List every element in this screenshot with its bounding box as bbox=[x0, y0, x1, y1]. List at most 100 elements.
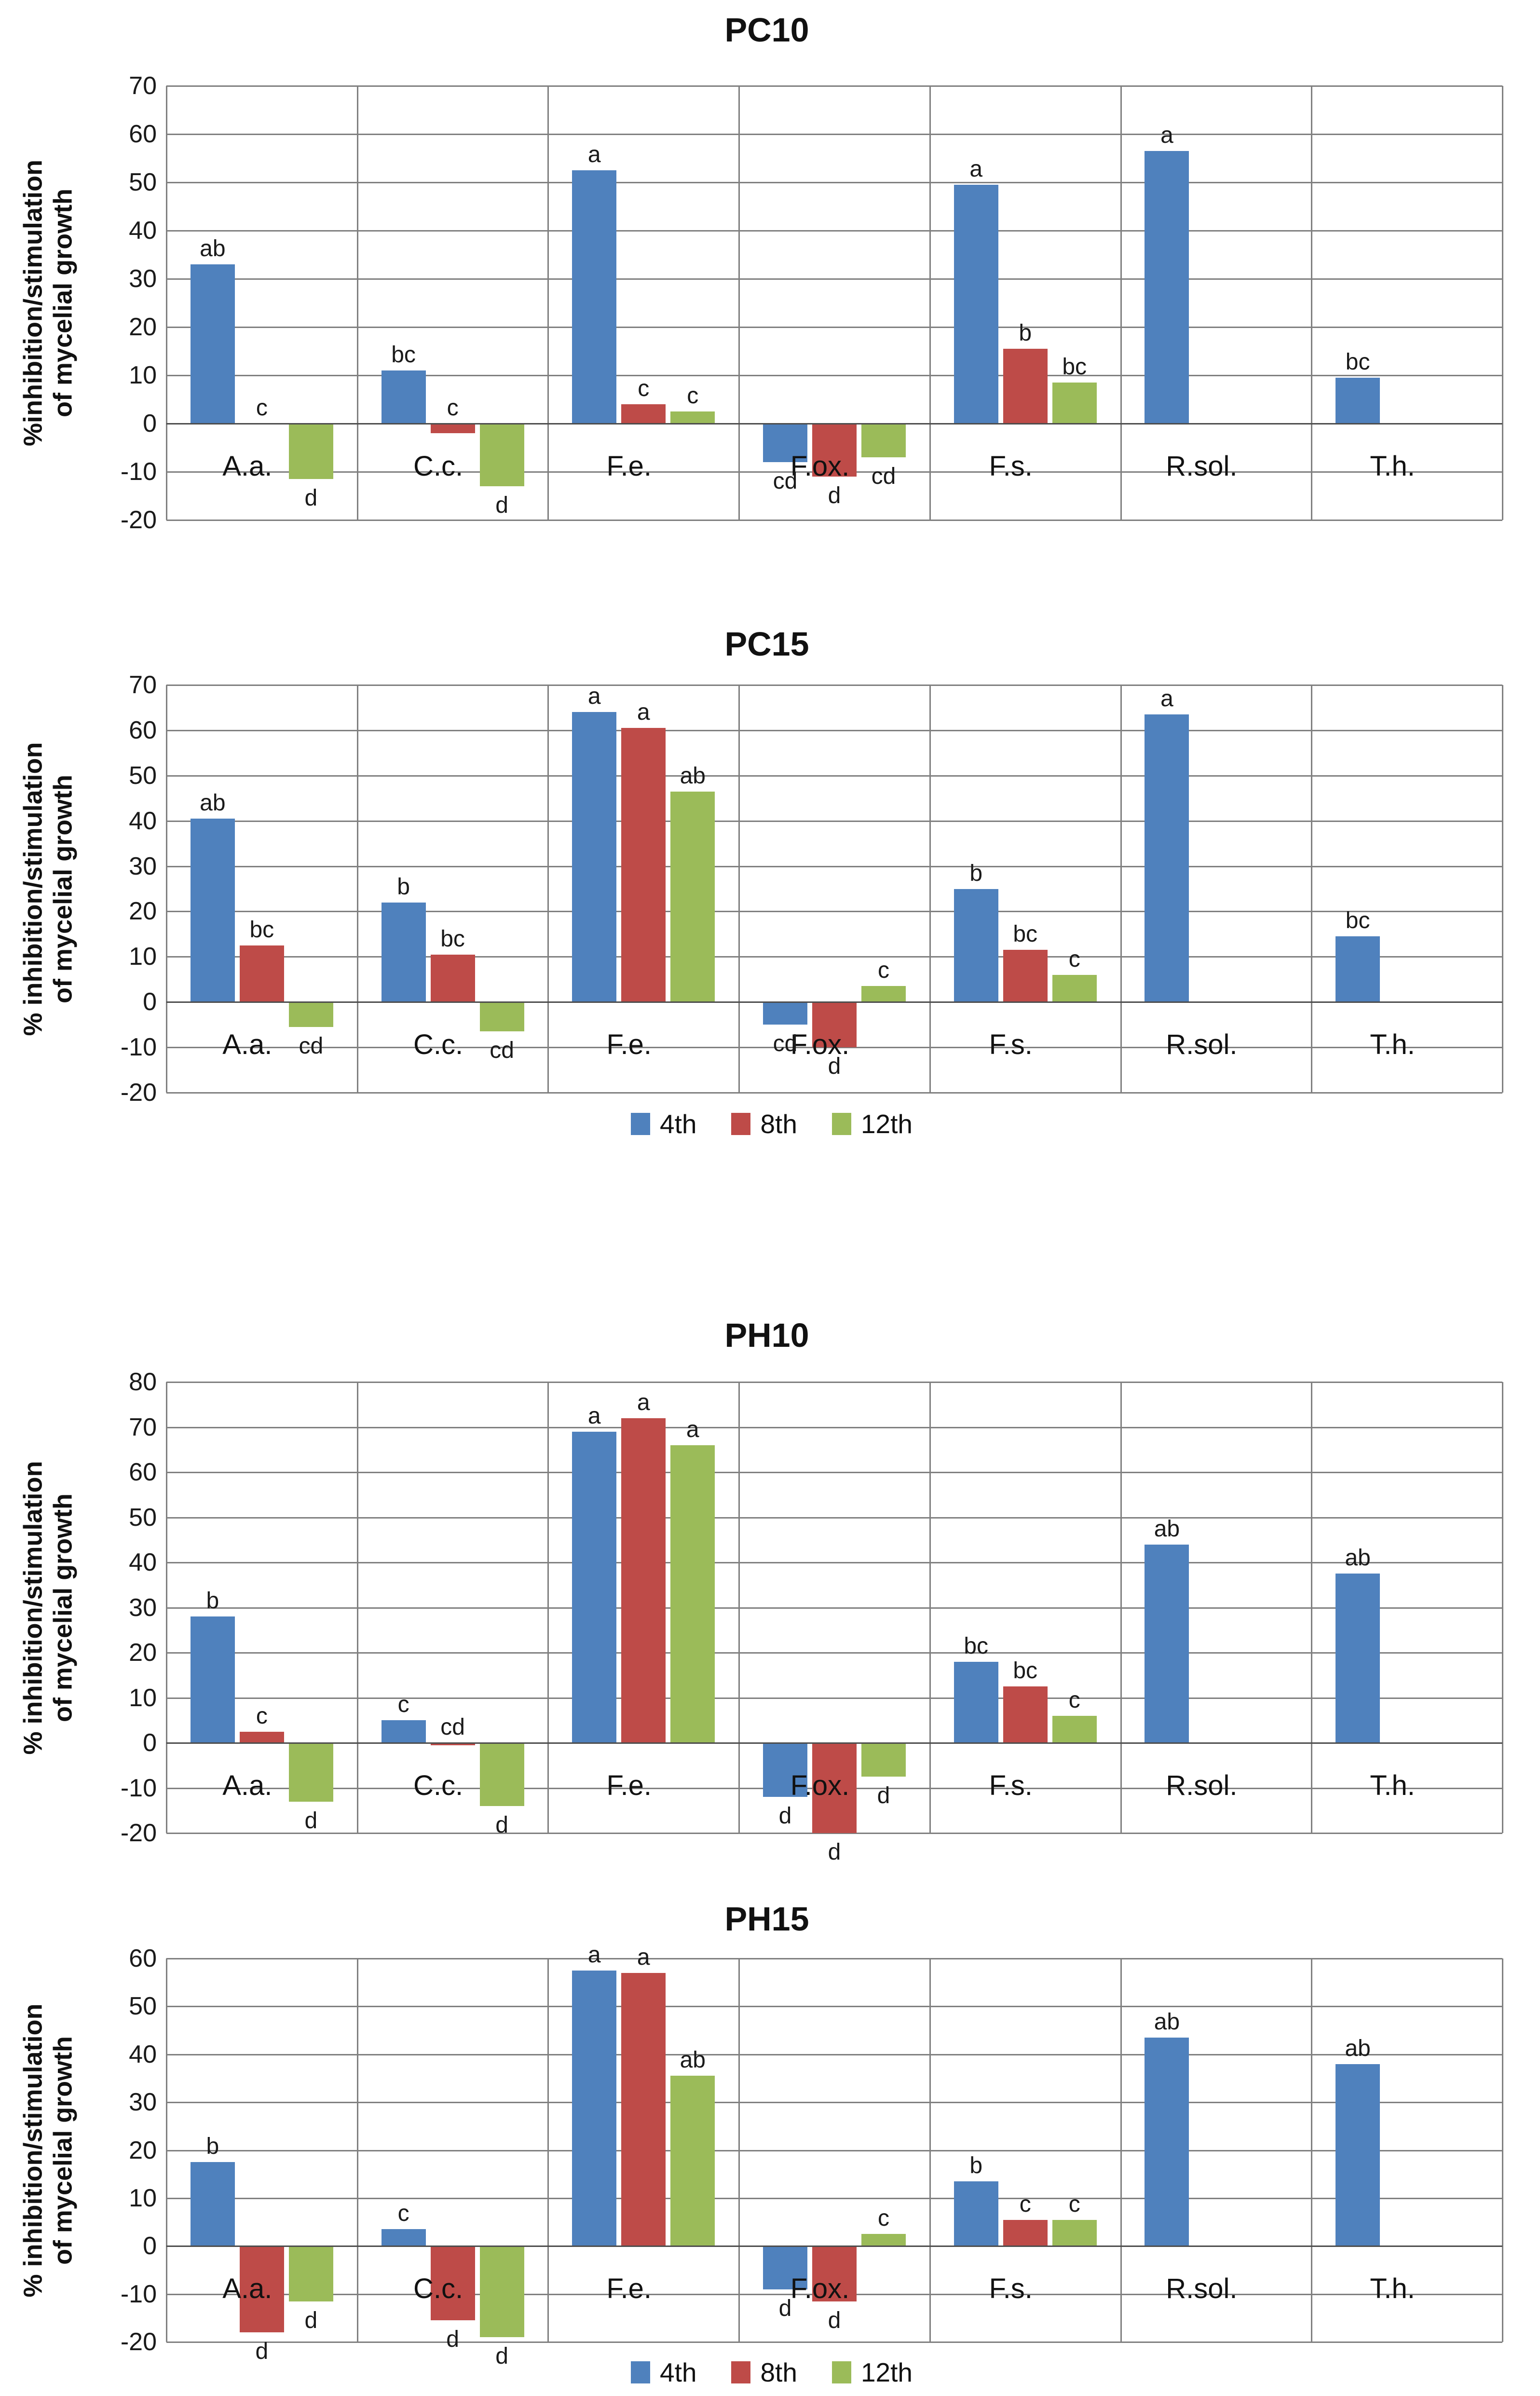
zero-axis-line bbox=[166, 2245, 1502, 2247]
bar-ph15-Aa-8th bbox=[239, 2246, 284, 2333]
bar-pc10-Th-4th bbox=[1336, 378, 1380, 424]
gridline bbox=[166, 1697, 1502, 1699]
y-tick-label: 60 bbox=[129, 120, 157, 148]
bar-pc10-Fe-4th bbox=[572, 170, 617, 424]
significance-letter: bc bbox=[1345, 349, 1370, 375]
x-category-label: F.ox. bbox=[790, 2273, 850, 2305]
x-category-label: F.e. bbox=[606, 1029, 652, 1061]
gridline bbox=[166, 729, 1502, 731]
category-separator bbox=[738, 1382, 740, 1833]
category-separator bbox=[1311, 1958, 1312, 2342]
y-tick-label: 0 bbox=[143, 410, 157, 438]
legend-label: 4th bbox=[660, 1109, 697, 1139]
significance-letter: bc bbox=[964, 1633, 989, 1659]
chart-title-pc15: PC15 bbox=[724, 625, 809, 663]
significance-letter: c bbox=[1068, 946, 1080, 972]
bar-ph10-Fe-4th bbox=[572, 1431, 617, 1743]
x-category-label: A.a. bbox=[222, 2273, 273, 2305]
bar-pc15-Cc-12th bbox=[479, 1002, 524, 1032]
bar-pc15-Fs-4th bbox=[954, 889, 998, 1002]
y-tick-label: 80 bbox=[129, 1368, 157, 1396]
legend: 4th 8th 12th bbox=[104, 2357, 1440, 2388]
category-separator bbox=[1502, 1382, 1503, 1833]
gridline bbox=[166, 2102, 1502, 2104]
significance-letter: c bbox=[638, 376, 650, 401]
gridline bbox=[166, 1833, 1502, 1834]
x-category-label: F.ox. bbox=[790, 451, 850, 482]
category-separator bbox=[547, 1958, 549, 2342]
gridline bbox=[166, 1047, 1502, 1049]
gridline bbox=[166, 820, 1502, 822]
significance-letter: bc bbox=[1062, 354, 1087, 380]
significance-letter: ab bbox=[1154, 1516, 1180, 1542]
gridline bbox=[166, 85, 1502, 87]
legend-label: 8th bbox=[760, 2357, 797, 2387]
bar-ph15-Fe-12th bbox=[670, 2076, 715, 2246]
category-separator bbox=[1120, 1382, 1122, 1833]
gridline bbox=[166, 956, 1502, 958]
gridline bbox=[166, 230, 1502, 232]
x-category-label: A.a. bbox=[222, 1029, 273, 1061]
x-category-label: F.ox. bbox=[790, 1029, 850, 1061]
y-tick-label: 50 bbox=[129, 761, 157, 790]
category-separator bbox=[738, 86, 740, 520]
y-tick-label: 60 bbox=[129, 1458, 157, 1486]
significance-letter: ab bbox=[200, 236, 226, 261]
x-category-label: A.a. bbox=[222, 1770, 273, 1801]
x-category-label: F.s. bbox=[989, 451, 1033, 482]
legend-swatch-icon bbox=[831, 2361, 851, 2383]
significance-letter: d bbox=[304, 2307, 318, 2333]
x-category-label: F.s. bbox=[989, 2273, 1033, 2305]
bar-ph10-Fs-4th bbox=[954, 1661, 998, 1743]
significance-letter: d bbox=[828, 1054, 841, 1080]
significance-letter: d bbox=[495, 493, 508, 518]
significance-letter: d bbox=[778, 1803, 792, 1829]
significance-letter: ab bbox=[680, 763, 706, 789]
legend-item-4th: 4th bbox=[631, 1109, 696, 1139]
legend-item-8th: 8th bbox=[731, 1109, 797, 1139]
zero-axis-line bbox=[166, 423, 1502, 424]
bar-pc15-Aa-4th bbox=[190, 818, 235, 1002]
y-tick-label: 0 bbox=[143, 2232, 157, 2260]
x-category-label: T.h. bbox=[1370, 1029, 1415, 1061]
significance-letter: d bbox=[828, 2307, 841, 2333]
significance-letter: c bbox=[878, 958, 889, 984]
x-category-label: F.ox. bbox=[790, 1770, 850, 1801]
significance-letter: a bbox=[637, 1944, 650, 1970]
y-tick-label: 40 bbox=[129, 2040, 157, 2068]
bar-ph15-Aa-12th bbox=[288, 2246, 333, 2301]
zero-axis-line bbox=[166, 1742, 1502, 1744]
significance-letter: c bbox=[447, 395, 459, 421]
x-category-label: R.sol. bbox=[1166, 1029, 1238, 1061]
significance-letter: a bbox=[587, 1942, 601, 1968]
bar-pc10-Fox-8th bbox=[812, 424, 857, 477]
y-tick-label: 30 bbox=[129, 852, 157, 880]
significance-letter: cd bbox=[773, 468, 798, 494]
significance-letter: c bbox=[1019, 2191, 1031, 2217]
x-category-label: F.e. bbox=[606, 1770, 652, 1801]
bar-pc15-Fox-12th bbox=[861, 986, 906, 1002]
y-tick-label: -10 bbox=[120, 1774, 157, 1802]
bar-pc15-Fe-12th bbox=[670, 791, 715, 1002]
gridline bbox=[166, 520, 1502, 521]
bar-ph10-Aa-12th bbox=[288, 1743, 333, 1802]
category-separator bbox=[357, 1958, 358, 2342]
chart-title-ph10: PH10 bbox=[724, 1316, 809, 1354]
category-separator bbox=[1502, 685, 1503, 1093]
category-separator bbox=[357, 86, 358, 520]
category-separator bbox=[1311, 685, 1312, 1093]
x-category-label: A.a. bbox=[222, 451, 273, 482]
gridline bbox=[166, 1426, 1502, 1428]
gridline bbox=[166, 2150, 1502, 2151]
gridline bbox=[166, 911, 1502, 913]
bar-pc15-Fox-8th bbox=[812, 1002, 857, 1048]
legend-swatch-icon bbox=[631, 1113, 650, 1135]
gridline bbox=[166, 1517, 1502, 1519]
significance-letter: d bbox=[828, 483, 841, 508]
significance-letter: c bbox=[1068, 2191, 1080, 2217]
plot-area-pc15 bbox=[166, 685, 1503, 1094]
bar-ph15-Fox-8th bbox=[812, 2246, 857, 2301]
category-separator bbox=[1311, 1382, 1312, 1833]
bar-ph10-Fs-12th bbox=[1052, 1715, 1097, 1743]
gridline bbox=[166, 1652, 1502, 1654]
